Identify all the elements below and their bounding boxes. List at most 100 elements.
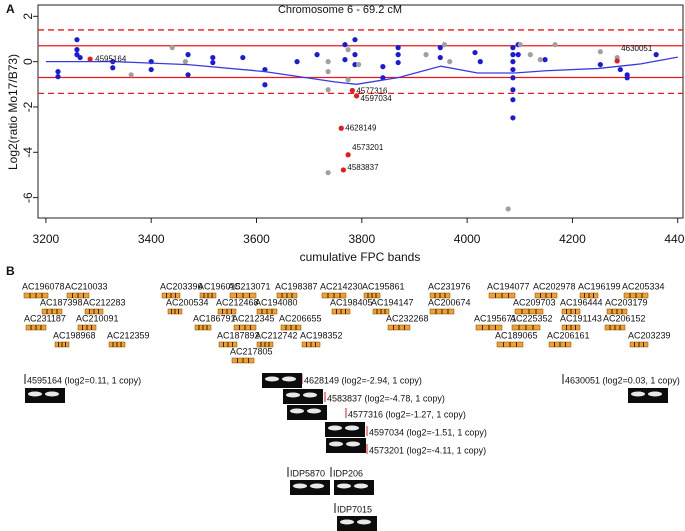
clone-label: 4573201 (log2=-4.11, 1 copy): [369, 445, 486, 455]
data-point: [182, 59, 189, 65]
gel-band: [303, 392, 317, 398]
point-label: 4630051: [621, 44, 653, 53]
data-point: [169, 45, 175, 51]
bac-label: AC195671: [474, 313, 517, 323]
y-tick-label: -2: [21, 101, 35, 112]
data-point: [510, 75, 516, 81]
point-label: 4597034: [361, 94, 393, 103]
data-point: [542, 57, 548, 63]
data-point: [517, 42, 523, 48]
x-tick-label: 3800: [348, 232, 375, 246]
bac-label: AC203396: [160, 281, 203, 291]
bac-label: AC206655: [279, 313, 322, 323]
gel-band: [354, 483, 368, 489]
gel-band: [310, 483, 324, 489]
gel-band: [648, 391, 662, 397]
data-point: [395, 59, 401, 66]
data-point: [527, 52, 533, 58]
data-point: [510, 66, 516, 73]
bac-label: AC191143: [560, 313, 602, 323]
bac-label: AC194147: [371, 297, 414, 307]
data-point: [510, 59, 516, 65]
data-point: [395, 45, 401, 51]
data-point: [653, 52, 659, 58]
data-point: [338, 125, 344, 131]
panel-label: B: [6, 264, 15, 278]
clone-label: 4630051 (log2=0.03, 1 copy): [565, 375, 680, 385]
bac-label: AC212359: [107, 330, 150, 340]
clone-label: 4577316 (log2=-1.27, 1 copy): [348, 409, 466, 419]
data-point: [447, 59, 453, 65]
data-point: [262, 82, 268, 88]
data-point: [340, 167, 346, 173]
bac-label: AC198352: [300, 330, 343, 340]
data-point: [128, 72, 134, 78]
data-point: [395, 52, 401, 58]
data-point: [345, 77, 351, 83]
data-point: [352, 61, 358, 68]
bac-label: AC214230: [320, 281, 363, 291]
data-point: [148, 66, 154, 73]
data-point: [441, 42, 448, 48]
clone-label: 4597034 (log2=-1.51, 1 copy): [369, 427, 487, 437]
bac-label: AC210033: [65, 281, 108, 291]
point-label: 4628149: [345, 123, 377, 132]
data-point: [240, 54, 246, 61]
bac-label: AC206161: [547, 330, 590, 340]
gel-band: [307, 408, 321, 414]
bac-label: AC196199: [578, 281, 621, 291]
data-point: [510, 97, 516, 103]
data-point: [552, 42, 558, 48]
x-axis-label: cumulative FPC bands: [300, 250, 421, 264]
bac-label: AC189065: [495, 330, 538, 340]
bac-label: AC212283: [83, 297, 126, 307]
data-point: [55, 69, 61, 75]
bac-label: AC200674: [428, 297, 471, 307]
bac-label: AC206152: [603, 313, 646, 323]
bac-label: AC198405: [330, 297, 373, 307]
bac-label: AC225352: [510, 313, 553, 323]
data-point: [210, 54, 216, 61]
point-label: 4573201: [352, 143, 384, 152]
point-label: 4595164: [95, 54, 127, 63]
data-point: [77, 54, 83, 61]
data-point: [510, 52, 516, 58]
y-axis-label: Log2(ratio Mo17/B73): [6, 54, 20, 170]
data-point: [423, 52, 429, 58]
data-point: [510, 87, 516, 93]
data-point: [472, 49, 478, 56]
data-point: [294, 59, 300, 65]
x-tick-label: 3200: [33, 232, 60, 246]
gel-band: [328, 425, 342, 431]
data-point: [342, 42, 348, 48]
y-tick-label: 2: [21, 13, 35, 20]
data-point: [537, 57, 543, 63]
bac-label: AC203179: [605, 297, 648, 307]
data-point: [325, 87, 331, 93]
bac-label: AC217805: [230, 346, 273, 356]
panel-label: A: [6, 2, 15, 16]
data-point: [345, 47, 351, 53]
clone-label: 4583837 (log2=-4.78, 1 copy): [327, 393, 445, 403]
bac-label: AC210091: [76, 313, 119, 323]
data-point: [314, 52, 320, 58]
bac-label: AC186791: [193, 313, 236, 323]
data-point: [617, 66, 623, 73]
data-point: [597, 61, 603, 68]
bac-label: AC202978: [533, 281, 576, 291]
bac-label: AC196015: [198, 281, 241, 291]
data-point: [342, 57, 348, 63]
bac-label: AC194080: [255, 297, 298, 307]
data-point: [55, 74, 61, 80]
bac-label: AC231187: [24, 313, 66, 323]
y-tick-label: 0: [21, 58, 35, 65]
gel-band: [265, 376, 279, 382]
data-point: [510, 45, 516, 51]
data-point: [210, 59, 216, 66]
bac-label: AC196078: [22, 281, 65, 291]
data-point: [356, 61, 362, 68]
gel-band: [340, 519, 354, 525]
clone-label: 4595164 (log2=0.11, 1 copy): [27, 375, 141, 385]
chart-title: Chromosome 6 - 69.2 cM: [278, 4, 402, 16]
